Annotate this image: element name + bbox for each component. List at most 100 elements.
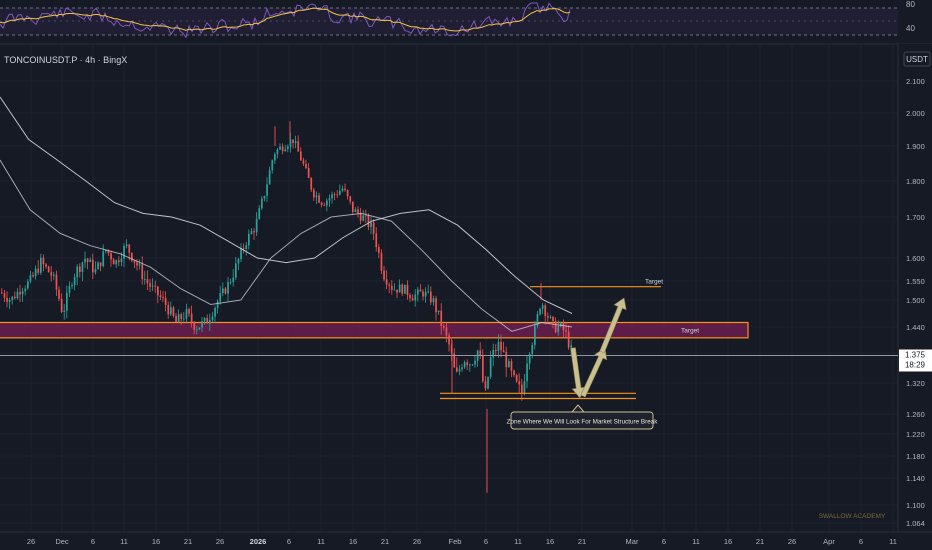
candle-body <box>261 198 263 209</box>
candle-body <box>562 323 565 331</box>
candle-body <box>29 275 32 282</box>
callout-box <box>510 411 654 430</box>
candle-body <box>53 274 55 276</box>
candle-body <box>362 215 365 221</box>
candle-body <box>310 177 313 190</box>
candle-body <box>164 297 167 305</box>
candle-body <box>248 233 250 246</box>
target-zone-label: Target <box>681 328 699 335</box>
candle-body <box>224 288 227 294</box>
candle-body <box>14 296 16 299</box>
candle-body <box>440 310 443 326</box>
candle-body <box>461 367 463 370</box>
moving-average-fast <box>0 159 573 332</box>
candle-body <box>97 262 99 270</box>
candle-body <box>55 274 58 290</box>
candle-body <box>385 279 388 285</box>
candle-body <box>508 361 510 368</box>
candle-body <box>570 345 573 348</box>
candle-body <box>567 331 570 348</box>
candle-body <box>159 295 162 298</box>
x-tick-label: Apr <box>823 537 835 546</box>
candle-body <box>502 350 505 353</box>
candle-body <box>357 209 359 214</box>
candle-body <box>50 272 53 276</box>
candle-body <box>232 277 235 282</box>
y-tick-label: 1.100 <box>906 501 925 510</box>
last-price-value: 1.375 <box>905 351 926 360</box>
candle-body <box>240 248 242 259</box>
candle-body <box>266 184 268 196</box>
candle-body <box>549 316 552 318</box>
candle-body <box>443 325 445 328</box>
last-price-tag[interactable] <box>899 349 932 372</box>
x-tick-label: 6 <box>91 537 95 546</box>
y-tick-label: 1.260 <box>906 410 925 419</box>
candle-body <box>190 313 193 323</box>
x-tick-label: 11 <box>514 537 522 546</box>
candle-body <box>307 168 310 178</box>
candle-body <box>68 286 71 293</box>
rsi-level-40: 40 <box>906 24 915 33</box>
candle-body <box>149 283 151 287</box>
candle-body <box>32 275 34 277</box>
candle-body <box>214 307 216 317</box>
y-tick-label: 1.600 <box>906 254 925 263</box>
currency-badge[interactable] <box>903 51 931 67</box>
watermark: SWALLOW ACADEMY <box>819 513 886 520</box>
candle-body <box>206 317 209 324</box>
candle-body <box>146 279 149 284</box>
x-tick-label: 21 <box>756 537 764 546</box>
candle-body <box>536 314 539 326</box>
candle-body <box>287 146 289 150</box>
candle-body <box>263 195 266 199</box>
candle-body <box>518 381 521 385</box>
candle-body <box>203 317 206 322</box>
price-axis[interactable] <box>898 44 932 532</box>
candle-body <box>500 341 502 351</box>
candle-body <box>521 384 523 394</box>
x-tick-label: 21 <box>578 537 586 546</box>
x-tick-label: 6 <box>287 537 291 546</box>
target-zone <box>0 322 748 338</box>
candle-body <box>401 284 404 294</box>
candle-body <box>414 294 417 301</box>
candle-body <box>432 298 435 303</box>
x-tick-label: Dec <box>55 537 69 546</box>
candle-body <box>435 298 437 313</box>
candle-body <box>185 309 188 319</box>
candle-body <box>528 353 531 364</box>
candle-body <box>66 292 68 311</box>
candle-body <box>349 196 352 202</box>
candle-body <box>492 349 495 358</box>
x-tick-label: 26 <box>216 537 224 546</box>
candle-body <box>170 307 172 315</box>
candle-body <box>424 291 427 297</box>
candle-body <box>172 307 175 316</box>
candle-body <box>274 154 276 161</box>
x-tick-label: 21 <box>381 537 389 546</box>
candle-body <box>94 269 97 273</box>
candle-body <box>71 284 73 287</box>
candle-body <box>515 375 518 382</box>
candle-body <box>118 260 120 263</box>
candle-body <box>292 139 294 143</box>
candle-body <box>175 315 177 322</box>
candle-body <box>157 286 159 296</box>
candle-body <box>242 248 245 249</box>
y-tick-label: 1.800 <box>906 177 925 186</box>
candle-body <box>125 244 128 246</box>
rsi-ma-line <box>0 7 571 32</box>
candle-body <box>193 322 196 330</box>
candle-body <box>404 284 406 294</box>
candle-body <box>3 293 6 298</box>
projection-arrows <box>570 297 627 399</box>
candle-body <box>209 319 211 324</box>
candle-body <box>430 291 432 303</box>
candle-body <box>253 231 255 233</box>
candle-body <box>188 309 190 314</box>
candle-body <box>92 259 94 273</box>
candle-body <box>320 202 323 205</box>
candle-body <box>21 291 24 295</box>
